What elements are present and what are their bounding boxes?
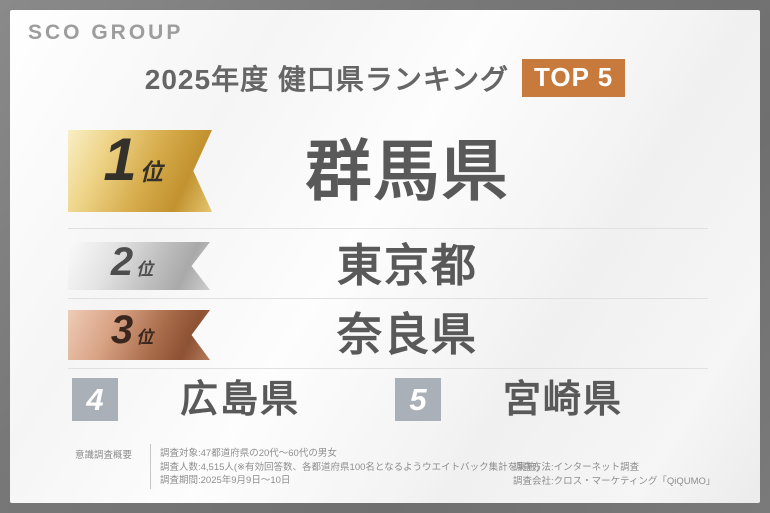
top5-badge: TOP 5 xyxy=(522,59,626,97)
prefecture-name-5: 宮崎県 xyxy=(502,379,623,421)
survey-summary-label: 意識調査概要 xyxy=(75,450,133,461)
survey-period-line: 調査期間:2025年9月9日〜10日 xyxy=(160,475,291,486)
rank-3-bronze-ribbon-badge: 3 位 xyxy=(68,310,210,360)
prefecture-name-2: 東京都 xyxy=(336,240,478,291)
company-logo: SCO GROUP xyxy=(28,21,184,44)
survey-sample-line: 調査人数:4,515人(※有効回答数、各都道府県100名となるようウエイトバック… xyxy=(160,461,540,473)
rank-number: 1 xyxy=(103,126,137,193)
divider xyxy=(68,368,708,369)
survey-company-line: 調査会社:クロス・マーケティング「QiQUMO」 xyxy=(513,475,716,487)
rank-suffix: 位 xyxy=(136,328,154,347)
rank-5-badge: 5 xyxy=(395,378,441,421)
infographic-card: SCO GROUP 2025年度 健口県ランキング TOP 5 1 位 群馬県 … xyxy=(10,10,760,503)
vertical-divider xyxy=(150,444,151,489)
survey-details-right: 調査方法:インターネット調査 調査会社:クロス・マーケティング「QiQUMO」 xyxy=(513,461,715,488)
rank-number: 2 xyxy=(110,240,134,284)
rank-row-4-5: 4 広島県 5 宮崎県 xyxy=(10,374,760,430)
prefecture-name-1: 群馬県 xyxy=(305,134,510,208)
rank-suffix: 位 xyxy=(136,260,154,279)
rank-row-2: 2 位 東京都 xyxy=(10,234,760,298)
survey-method-line: 調査方法:インターネット調査 xyxy=(513,462,640,473)
rank-2-silver-ribbon-badge: 2 位 xyxy=(68,242,210,290)
rank-1-gold-ribbon-badge: 1 位 xyxy=(68,130,212,212)
rank-suffix: 位 xyxy=(139,159,163,185)
divider xyxy=(68,298,708,299)
prefecture-name-4: 広島県 xyxy=(179,379,300,421)
rank-row-3: 3 位 奈良県 xyxy=(10,302,760,368)
survey-target-line: 調査対象:47都道府県の20代〜60代の男女 xyxy=(160,448,337,459)
prefecture-name-3: 奈良県 xyxy=(336,309,478,360)
page-title-row: 2025年度 健口県ランキング TOP 5 xyxy=(10,57,760,99)
rank-number: 3 xyxy=(110,308,134,352)
rank-row-1: 1 位 群馬県 xyxy=(10,125,760,217)
divider xyxy=(68,228,708,229)
rank-4-item: 4 広島県 xyxy=(68,374,360,430)
survey-summary-left-block: 意識調査概要 調査対象:47都道府県の20代〜60代の男女 調査人数:4,515… xyxy=(75,444,730,489)
page-title: 2025年度 健口県ランキング xyxy=(144,64,510,95)
survey-details-left: 調査対象:47都道府県の20代〜60代の男女 調査人数:4,515人(※有効回答… xyxy=(160,444,539,488)
survey-summary: 意識調査概要 調査対象:47都道府県の20代〜60代の男女 調査人数:4,515… xyxy=(75,444,730,489)
rank-5-item: 5 宮崎県 xyxy=(391,374,683,430)
rank-4-badge: 4 xyxy=(72,378,118,421)
